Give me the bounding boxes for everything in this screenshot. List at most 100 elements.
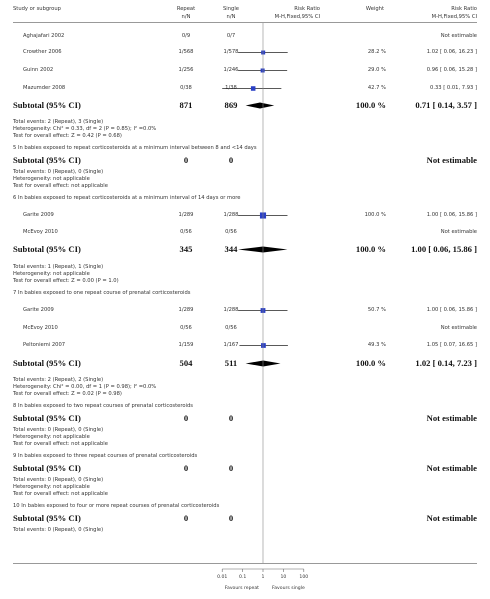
subgroup-heading: 6 In babies exposed to repeat corticoste… xyxy=(13,195,241,201)
x-axis-tick-label: 10 xyxy=(280,575,287,580)
subtotal-label: Subtotal (95% CI) xyxy=(13,358,81,368)
subtotal-repeat-total: 0 xyxy=(183,513,189,523)
study-repeat-events: 0/56 xyxy=(180,325,192,331)
study-single-events: 0/56 xyxy=(225,229,237,235)
subtotal-repeat-total: 871 xyxy=(179,100,193,110)
study-risk-ratio: Not estimable xyxy=(440,229,477,235)
col-single-subheader: n/N xyxy=(226,14,236,20)
col-rr-plot-header: Risk Ratio xyxy=(294,6,320,12)
effect-square xyxy=(250,86,256,91)
study-single-events: 1/578 xyxy=(223,49,239,55)
study-single-events: 1/167 xyxy=(223,342,239,348)
effect-square xyxy=(260,68,265,73)
subgroup-note: Heterogeneity: not applicable xyxy=(13,271,90,277)
subtotal-label: Subtotal (95% CI) xyxy=(13,244,81,254)
subgroup-note: Total events: 0 (Repeat), 0 (Single) xyxy=(13,427,104,433)
study-name: Crowther 2006 xyxy=(23,49,62,55)
subgroup-note: Total events: 2 (Repeat), 3 (Single) xyxy=(13,119,104,125)
subtotal-single-total: 0 xyxy=(228,513,234,523)
study-name: Garite 2009 xyxy=(23,212,54,218)
study-risk-ratio: 0.33 [ 0.01, 7.93 ] xyxy=(430,85,477,91)
study-name: Garite 2009 xyxy=(23,307,54,313)
study-single-events: 1/38 xyxy=(225,85,237,91)
subtotal-label: Subtotal (95% CI) xyxy=(13,100,81,110)
subtotal-label: Subtotal (95% CI) xyxy=(13,463,81,473)
subgroup-note: Total events: 0 (Repeat), 0 (Single) xyxy=(13,169,104,175)
x-axis-tick-label: 0.1 xyxy=(238,575,247,580)
study-repeat-events: 0/38 xyxy=(180,85,192,91)
col-repeat-header: Repeat xyxy=(176,6,196,12)
subgroup-note: Total events: 1 (Repeat), 1 (Single) xyxy=(13,264,104,270)
subtotal-repeat-total: 0 xyxy=(183,463,189,473)
study-risk-ratio: 0.96 [ 0.06, 15.28 ] xyxy=(426,67,477,73)
study-name: Aghajafari 2002 xyxy=(23,33,65,39)
effect-square xyxy=(261,343,266,348)
footer-divider xyxy=(13,563,477,564)
header-divider xyxy=(13,22,477,23)
study-single-events: 0/7 xyxy=(226,33,236,39)
x-axis-tick-label: 1 xyxy=(261,575,265,580)
subtotal-label: Subtotal (95% CI) xyxy=(13,155,81,165)
subtotal-risk-ratio: 0.71 [ 0.14, 3.57 ] xyxy=(415,100,477,110)
study-weight: 42.7 % xyxy=(367,85,386,91)
subtotal-risk-ratio: Not estimable xyxy=(426,155,477,165)
study-name: Guinn 2002 xyxy=(23,67,54,73)
subtotal-single-total: 869 xyxy=(224,100,238,110)
favours-repeat-label: Favours repeat xyxy=(224,586,259,591)
study-name: McEvoy 2010 xyxy=(23,325,58,331)
study-repeat-events: 1/159 xyxy=(178,342,194,348)
subgroup-heading: 9 In babies exposed to three repeat cour… xyxy=(13,453,198,459)
subtotal-single-total: 0 xyxy=(228,413,234,423)
subgroup-note: Heterogeneity: not applicable xyxy=(13,484,90,490)
study-repeat-events: 1/256 xyxy=(178,67,194,73)
subtotal-risk-ratio: Not estimable xyxy=(426,463,477,473)
subgroup-note: Heterogeneity: not applicable xyxy=(13,176,90,182)
study-single-events: 1/246 xyxy=(223,67,239,73)
subgroup-note: Heterogeneity: not applicable xyxy=(13,434,90,440)
subtotal-repeat-total: 0 xyxy=(183,155,189,165)
subtotal-label: Subtotal (95% CI) xyxy=(13,513,81,523)
subtotal-weight: 100.0 % xyxy=(355,100,386,110)
study-name: Peltoniemi 2007 xyxy=(23,342,66,348)
subgroup-note: Heterogeneity: Chi² = 0.00, df = 1 (P = … xyxy=(13,384,157,390)
subtotal-risk-ratio: Not estimable xyxy=(426,513,477,523)
subtotal-single-total: 0 xyxy=(228,463,234,473)
subtotal-single-total: 511 xyxy=(224,358,238,368)
subgroup-note: Test for overall effect: Z = 0.02 (P = 0… xyxy=(13,391,122,397)
study-repeat-events: 1/289 xyxy=(178,307,194,313)
subgroup-note: Total events: 2 (Repeat), 2 (Single) xyxy=(13,377,104,383)
subgroup-note: Test for overall effect: not applicable xyxy=(13,491,108,497)
study-weight: 28.2 % xyxy=(367,49,386,55)
subgroup-note: Test for overall effect: Z = 0.00 (P = 1… xyxy=(13,278,119,284)
subgroup-heading: 7 In babies exposed to one repeat course… xyxy=(13,290,191,296)
subgroup-note: Test for overall effect: not applicable xyxy=(13,441,108,447)
study-single-events: 0/56 xyxy=(225,325,237,331)
study-repeat-events: 1/568 xyxy=(178,49,194,55)
subtotal-weight: 100.0 % xyxy=(355,244,386,254)
subtotal-diamond xyxy=(245,102,275,109)
subtotal-risk-ratio: Not estimable xyxy=(426,413,477,423)
study-name: McEvoy 2010 xyxy=(23,229,58,235)
subgroup-note: Heterogeneity: Chi² = 0.33, df = 2 (P = … xyxy=(13,126,157,132)
study-name: Mazumder 2008 xyxy=(23,85,66,91)
subgroup-heading: 10 In babies exposed to four or more rep… xyxy=(13,503,220,509)
subgroup-note: Total events: 0 (Repeat), 0 (Single) xyxy=(13,527,104,533)
study-weight: 50.7 % xyxy=(367,307,386,313)
subtotal-single-total: 344 xyxy=(224,244,238,254)
study-repeat-events: 0/56 xyxy=(180,229,192,235)
x-axis-tick-label: 0.01 xyxy=(217,575,228,580)
subtotal-repeat-total: 0 xyxy=(183,413,189,423)
col-weight-header: Weight xyxy=(365,6,384,12)
study-weight: 49.3 % xyxy=(367,342,386,348)
study-risk-ratio: 1.02 [ 0.06, 16.23 ] xyxy=(426,49,477,55)
subtotal-risk-ratio: 1.02 [ 0.14, 7.23 ] xyxy=(415,358,477,368)
subgroup-note: Total events: 0 (Repeat), 0 (Single) xyxy=(13,477,104,483)
subgroup-note: Test for overall effect: Z = 0.42 (P = 0… xyxy=(13,133,122,139)
col-repeat-subheader: n/N xyxy=(181,14,191,20)
study-repeat-events: 0/9 xyxy=(181,33,191,39)
subtotal-repeat-total: 504 xyxy=(179,358,193,368)
subtotal-single-total: 0 xyxy=(228,155,234,165)
study-weight: 100.0 % xyxy=(364,212,386,218)
study-single-events: 1/288 xyxy=(223,307,239,313)
